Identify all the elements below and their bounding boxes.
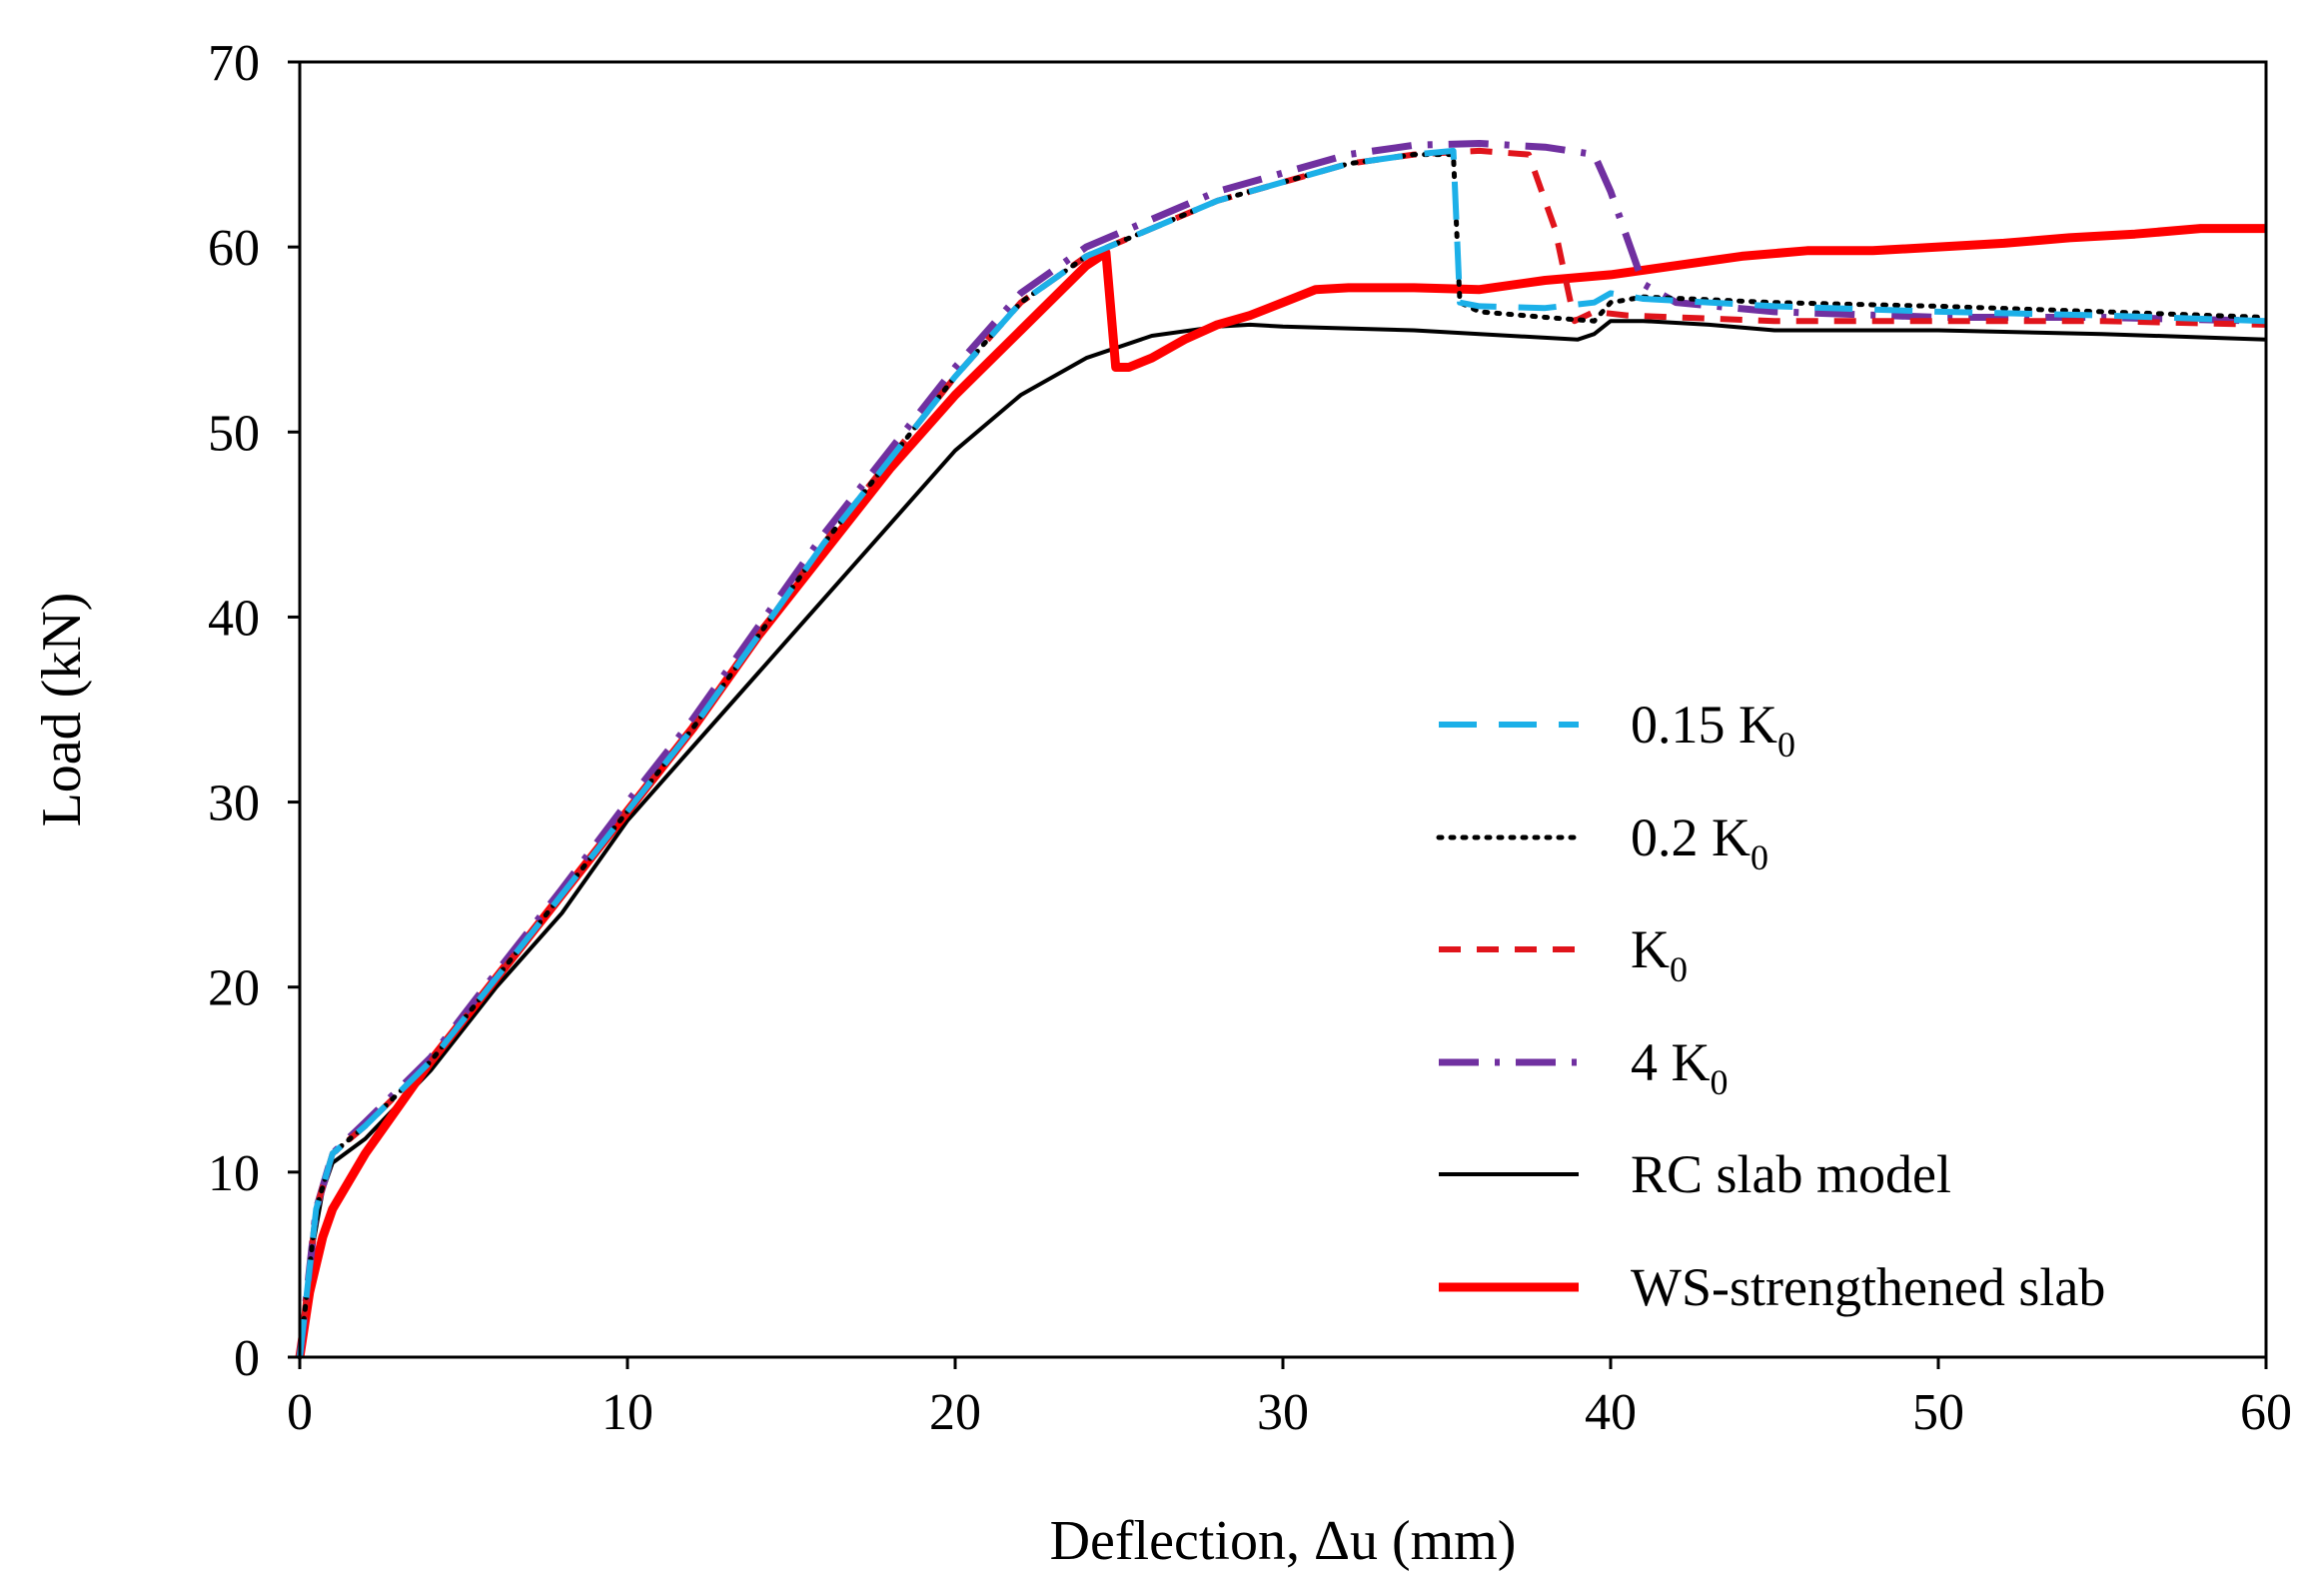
legend-label-4: 4 K0 <box>1631 1032 1729 1102</box>
y-tick-label: 10 <box>208 1145 260 1202</box>
legend-label-1: 0.15 K0 <box>1631 695 1795 765</box>
x-tick-label: 50 <box>1912 1384 1964 1441</box>
legend-label-text: K <box>1631 919 1670 979</box>
x-tick-label: 0 <box>287 1384 313 1441</box>
y-tick-label: 50 <box>208 405 260 462</box>
legend-label-subscript: 0 <box>1711 1062 1729 1102</box>
ticks-layer: 0 10 20 30 40 50 60 0 10 20 30 40 50 60 70 <box>208 35 2292 1441</box>
x-tick-label: 30 <box>1257 1384 1309 1441</box>
legend-label-6: WS-strengthened slab <box>1631 1257 2105 1317</box>
legend-label-text: WS-strengthened slab <box>1631 1257 2105 1317</box>
x-axis-title: Deflection, Δu (mm) <box>1050 1510 1517 1572</box>
x-tick-label: 10 <box>601 1384 653 1441</box>
y-tick-label: 40 <box>208 590 260 647</box>
legend-label-text: 4 K <box>1631 1032 1711 1092</box>
legend-label-5: RC slab model <box>1631 1144 1951 1204</box>
y-axis-title: Load (kN) <box>31 593 93 827</box>
legend-label-text: 0.2 K <box>1631 807 1750 867</box>
legend-label-subscript: 0 <box>1750 837 1768 877</box>
series-layer <box>295 140 2269 1360</box>
y-tick-label: 20 <box>208 960 260 1017</box>
series-line-1 <box>297 147 2267 1358</box>
x-tick-label: 20 <box>929 1384 981 1441</box>
y-tick-label: 70 <box>208 35 260 92</box>
y-tick-label: 60 <box>208 220 260 277</box>
legend-label-3: K0 <box>1631 919 1688 989</box>
legend-label-text: 0.15 K <box>1631 695 1777 755</box>
y-tick-label: 30 <box>208 776 260 832</box>
legend-label-subscript: 0 <box>1777 725 1795 765</box>
y-tick-label: 0 <box>234 1330 260 1387</box>
series-line-5 <box>298 319 2267 1358</box>
x-tick-label: 60 <box>2240 1384 2292 1441</box>
legend-label-2: 0.2 K0 <box>1631 807 1768 877</box>
legend-label-subscript: 0 <box>1670 949 1688 989</box>
x-tick-label: 40 <box>1585 1384 1637 1441</box>
legend-label-text: RC slab model <box>1631 1144 1951 1204</box>
